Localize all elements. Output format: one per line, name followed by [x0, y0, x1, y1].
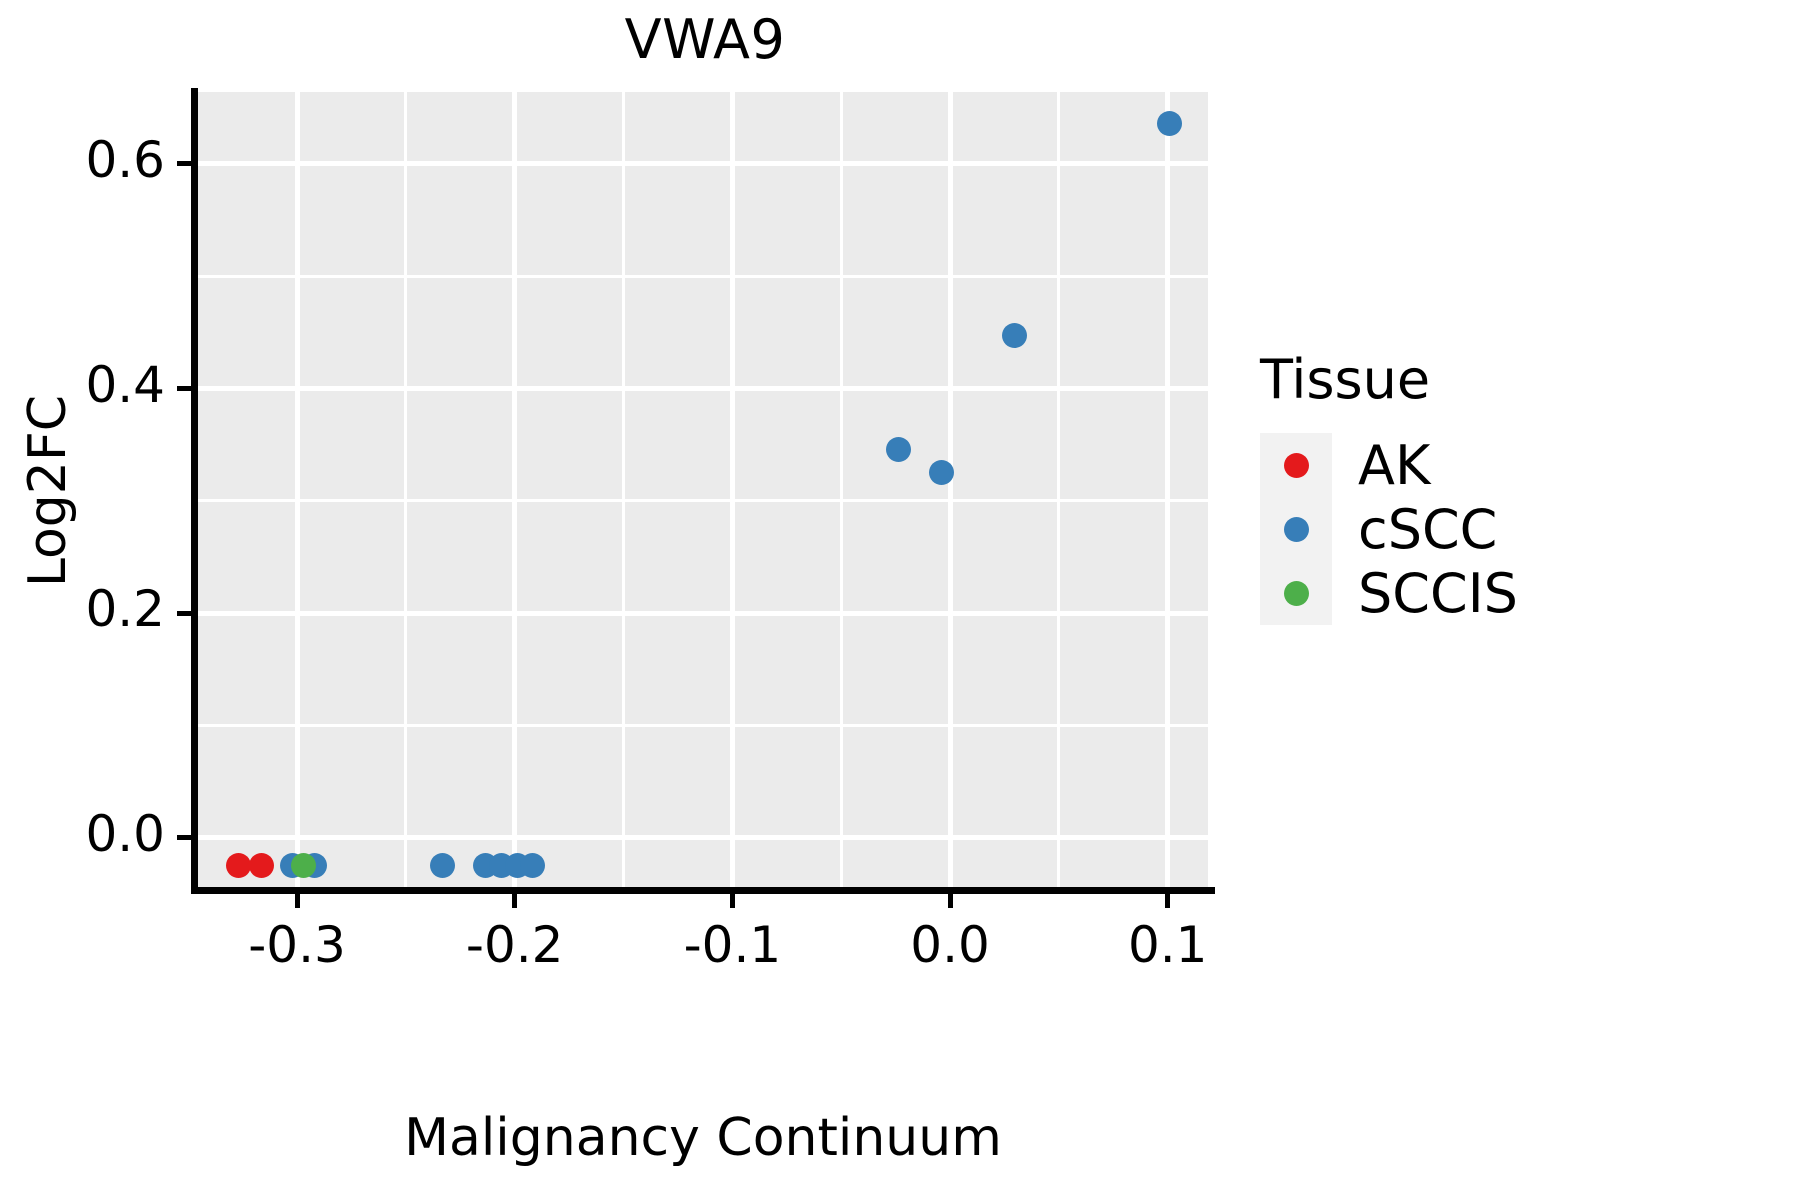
x-tick-label: -0.2: [465, 916, 564, 974]
legend-dot-icon: [1283, 580, 1309, 606]
gridline-major-x: [947, 92, 953, 890]
x-tick: [947, 894, 953, 908]
gridline-minor-x: [1057, 92, 1061, 890]
legend-dot-icon: [1283, 452, 1309, 478]
y-axis-line: [191, 88, 198, 894]
x-tick-label: 0.1: [1127, 916, 1208, 974]
x-tick-label: 0.0: [910, 916, 990, 974]
gridline-minor-y: [198, 274, 1208, 278]
legend-item-label: SCCIS: [1358, 561, 1518, 625]
x-axis-line: [191, 887, 1215, 894]
x-tick: [1165, 894, 1171, 908]
data-point-sccis: [291, 852, 317, 878]
y-tick-label: 0.0: [85, 804, 165, 863]
data-point-ak: [225, 852, 251, 878]
legend-key-swatch: [1260, 561, 1332, 625]
y-tick: [177, 386, 191, 391]
gridline-major-y: [198, 835, 1208, 841]
data-point-cscc: [430, 852, 456, 878]
gridline-major-x: [512, 92, 518, 890]
y-tick-label: 0.2: [85, 580, 165, 639]
data-point-ak: [248, 852, 274, 878]
gridline-major-x: [1165, 92, 1171, 890]
x-tick-label: -0.1: [683, 916, 782, 974]
gridline-major-y: [198, 610, 1208, 616]
legend-item-label: cSCC: [1358, 497, 1498, 561]
y-tick-label: 0.6: [85, 130, 165, 189]
y-tick-label: 0.4: [85, 355, 165, 414]
x-tick-label: -0.3: [248, 916, 346, 974]
legend-items: AK cSCC SCCIS: [1260, 433, 1780, 625]
y-tick: [177, 610, 191, 616]
legend-item-ak[interactable]: AK: [1260, 433, 1780, 497]
gridline-minor-x: [622, 92, 626, 890]
page-title: VWA9: [624, 8, 786, 71]
x-tick: [512, 894, 518, 908]
gridline-major-y: [198, 386, 1208, 391]
legend-key-swatch: [1260, 433, 1332, 497]
data-point-cscc: [886, 437, 912, 463]
data-point-cscc: [1001, 323, 1027, 349]
legend-key-swatch: [1260, 497, 1332, 561]
legend-dot-icon: [1283, 516, 1309, 542]
legend: Tissue AK cSCC SCCIS: [1260, 348, 1780, 625]
gridline-minor-x: [839, 92, 843, 890]
x-tick: [294, 894, 300, 908]
gridline-major-x: [729, 92, 735, 890]
x-axis-label: Malignancy Continuum: [404, 1108, 1002, 1168]
legend-item-cscc[interactable]: cSCC: [1260, 497, 1780, 561]
gridline-minor-y: [198, 499, 1208, 503]
legend-title: Tissue: [1260, 348, 1431, 411]
data-point-cscc: [519, 852, 545, 878]
legend-item-sccis[interactable]: SCCIS: [1260, 561, 1780, 625]
gridline-minor-y: [198, 723, 1208, 727]
plot-panel: [198, 92, 1208, 890]
y-tick: [177, 835, 191, 841]
gridline-major-x: [294, 92, 300, 890]
gridline-major-y: [198, 161, 1208, 167]
data-point-cscc: [928, 459, 954, 485]
y-tick: [177, 161, 191, 167]
gridline-minor-x: [404, 92, 408, 890]
data-point-cscc: [1157, 110, 1183, 136]
x-tick: [729, 894, 735, 908]
legend-item-label: AK: [1358, 433, 1431, 497]
